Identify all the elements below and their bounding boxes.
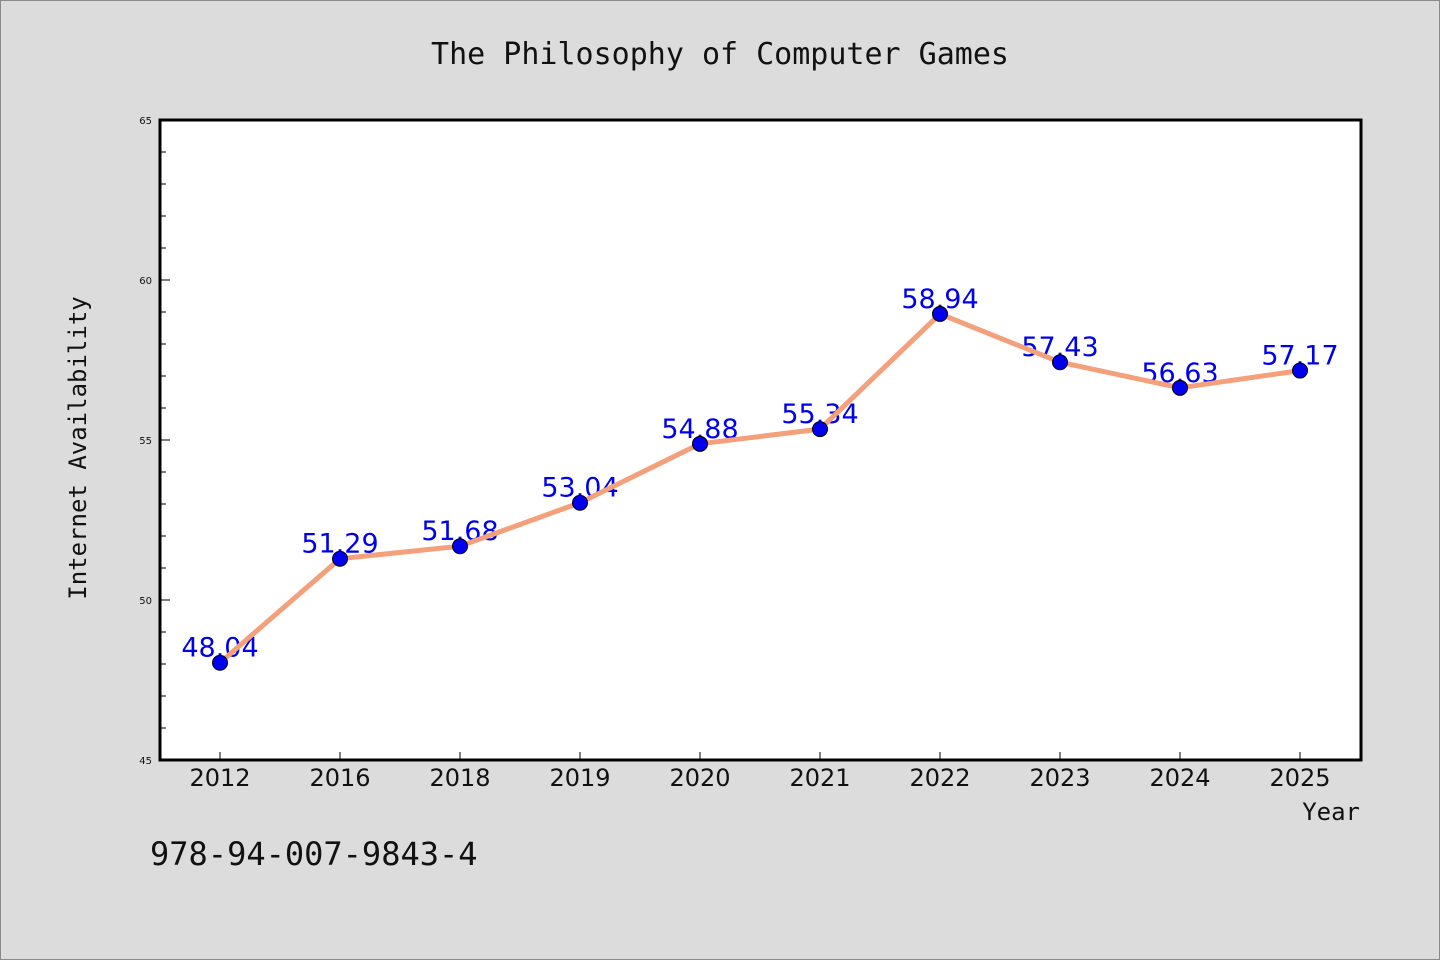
y-axis-label: Internet Availability [64, 296, 92, 599]
y-tick-label: 55 [139, 436, 152, 447]
footer-code: 978-94-007-9843-4 [150, 835, 478, 873]
data-point [332, 550, 348, 567]
y-tick-label: 60 [139, 276, 152, 287]
x-tick-label: 2024 [1149, 764, 1210, 792]
chart-title: The Philosophy of Computer Games [431, 37, 1009, 72]
y-tick-label: 50 [139, 596, 152, 607]
x-tick-label: 2020 [669, 764, 730, 792]
data-point [452, 538, 468, 555]
y-axis-ticks: 45 50 55 60 65 [139, 116, 170, 767]
data-point [212, 654, 228, 671]
data-point [1292, 362, 1308, 379]
data-point [1172, 379, 1188, 396]
data-point [812, 421, 828, 438]
series-layer [212, 305, 1308, 671]
x-tick-label: 2018 [429, 764, 490, 792]
data-point [1052, 354, 1068, 371]
x-tick-label: 2023 [1029, 764, 1090, 792]
data-point [932, 305, 948, 322]
y-tick-label: 45 [139, 756, 152, 767]
plot-area [158, 118, 1363, 762]
y-tick-label: 65 [139, 116, 152, 127]
data-point [572, 494, 588, 511]
series-line [217, 311, 1303, 666]
data-point [692, 435, 708, 452]
x-tick-label: 2025 [1269, 764, 1330, 792]
x-axis-ticks: 2012 2016 2018 2019 2020 2021 2022 2023 2024 2025 [189, 752, 1331, 792]
x-tick-label: 2012 [189, 764, 250, 792]
x-tick-label: 2022 [909, 764, 970, 792]
x-tick-label: 2016 [309, 764, 370, 792]
x-axis-label: Year [1302, 798, 1360, 826]
x-tick-label: 2021 [789, 764, 850, 792]
x-tick-label: 2019 [549, 764, 610, 792]
